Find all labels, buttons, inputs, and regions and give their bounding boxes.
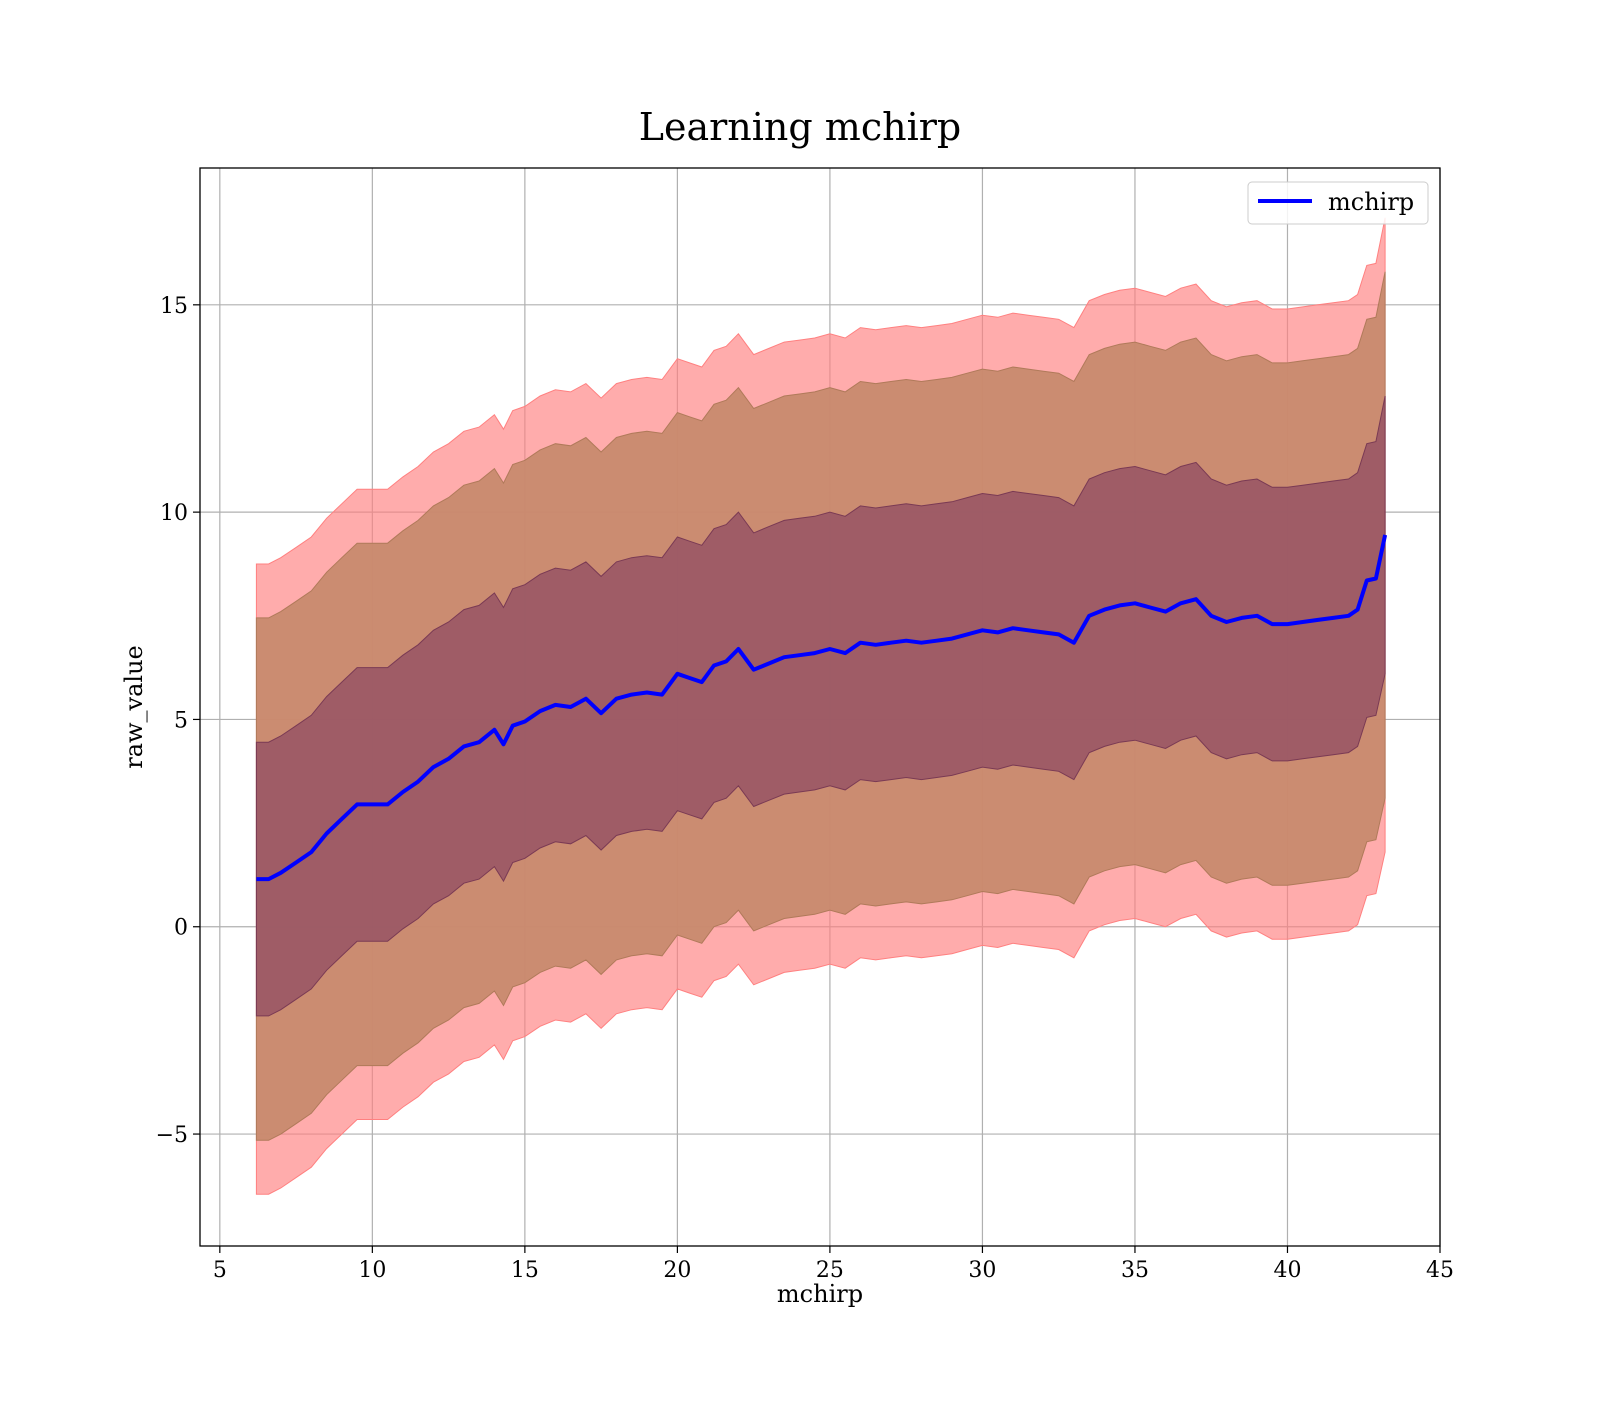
- band-layer: [255, 217, 1386, 1195]
- x-tick-label: 15: [511, 1258, 539, 1283]
- line-layer: [256, 534, 1388, 882]
- tick-layer: 5 10 15 20 25 30 35 40 45 −5 0 5 10 15: [156, 294, 1454, 1283]
- legend: mchirp: [1247, 181, 1429, 225]
- x-tick-label: 5: [213, 1258, 227, 1283]
- x-tick-label: 25: [816, 1258, 844, 1283]
- x-axis-label: mchirp: [777, 1280, 863, 1308]
- y-axis-label: raw_value: [120, 645, 148, 769]
- y-tick-label: 0: [174, 916, 188, 941]
- y-tick-label: 10: [160, 501, 188, 526]
- x-tick-label: 30: [968, 1258, 996, 1283]
- x-tick-label: 35: [1121, 1258, 1149, 1283]
- x-tick-label: 10: [358, 1258, 386, 1283]
- band-1sigma: [255, 395, 1386, 1017]
- y-tick-label: 15: [160, 294, 188, 319]
- x-tick-label: 45: [1426, 1258, 1454, 1283]
- series-mchirp-line: [256, 534, 1388, 882]
- y-tick-label: 5: [174, 708, 188, 733]
- plot-frame: [199, 167, 1441, 1247]
- x-tick-label: 40: [1273, 1258, 1301, 1283]
- legend-label: mchirp: [1328, 188, 1414, 216]
- x-tick-label: 20: [663, 1258, 691, 1283]
- chart-title: Learning mchirp: [639, 105, 961, 149]
- y-tick-label: −5: [156, 1123, 188, 1148]
- legend-box: [1247, 181, 1429, 225]
